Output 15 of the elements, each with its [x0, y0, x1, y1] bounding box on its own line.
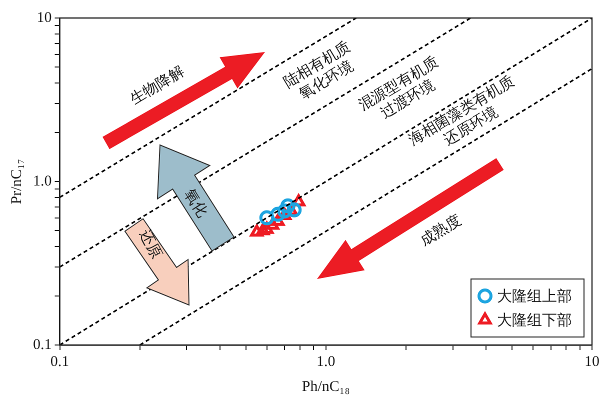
annotation: 成熟度 [416, 210, 464, 250]
annotation: 还原 [136, 226, 166, 262]
x-tick-label: 1.0 [316, 354, 336, 370]
x-tick-label: 10 [584, 354, 600, 370]
annotation: 陆相有机质氧化环境 [278, 36, 357, 105]
y-tick-label: 0.1 [33, 336, 52, 353]
x-axis-title: Ph/nC₁₈ [302, 378, 350, 395]
annotation: 生物降解 [126, 62, 188, 108]
y-axis-title: Pr/nC₁₇ [8, 158, 25, 204]
legend-label: 大隆组上部 [497, 286, 572, 305]
annotation: 氧化 [180, 186, 212, 220]
x-tick-label: 0.1 [50, 354, 70, 370]
legend-label: 大隆组下部 [497, 310, 572, 329]
y-tick-label: 1.0 [33, 173, 52, 190]
y-tick-label: 10 [36, 10, 52, 26]
